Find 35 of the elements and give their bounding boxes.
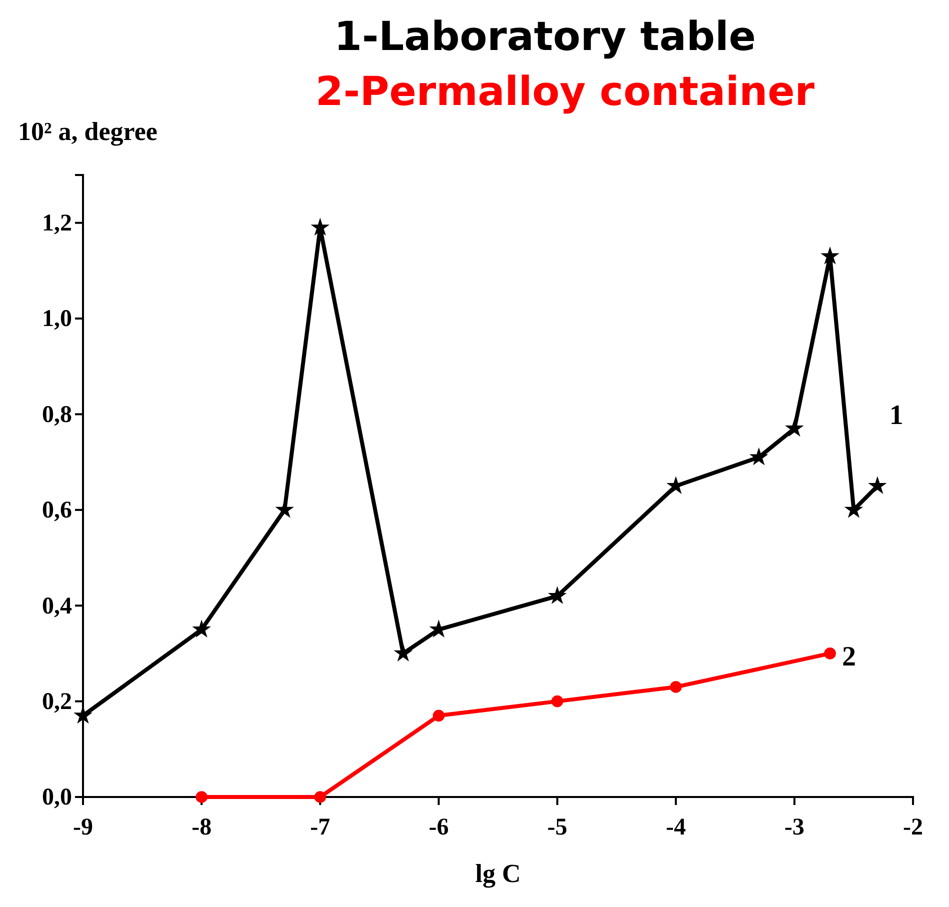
point <box>432 710 445 722</box>
y-tick-label: 0,6 <box>42 498 72 524</box>
x-tick-label: -5 <box>547 814 568 840</box>
x-tick-label: -9 <box>73 814 93 840</box>
chart-subtitle: 2-Permalloy container <box>315 69 815 115</box>
point <box>394 644 413 662</box>
point <box>785 418 804 437</box>
y-tick-label: 0,8 <box>42 402 72 428</box>
point <box>670 681 682 693</box>
x-tick-label: -8 <box>192 814 212 840</box>
point <box>820 246 840 264</box>
x-tick-label: -3 <box>784 814 804 840</box>
point <box>192 620 211 638</box>
point <box>551 695 564 708</box>
x-tick-label: -7 <box>310 814 330 840</box>
y-tick-label: 1,2 <box>42 210 72 237</box>
y-tick-label: 0,2 <box>42 688 72 715</box>
y-tick-label: 0,4 <box>42 593 72 620</box>
y-axis-title: 10² a, degree <box>18 117 158 146</box>
point <box>196 791 208 803</box>
x-tick-label: -2 <box>903 814 923 840</box>
x-axis-title: lg C <box>475 859 521 888</box>
point <box>824 648 836 660</box>
x-tick-label: -6 <box>428 814 449 840</box>
chart-title: 1-Laboratory table <box>334 14 756 60</box>
y-tick-label: 1,0 <box>42 306 72 332</box>
point <box>868 476 887 494</box>
series-label: 2 <box>842 641 856 672</box>
point <box>749 447 768 466</box>
point <box>548 586 567 604</box>
x-tick-label: -4 <box>666 814 686 840</box>
y-tick-label: 0,0 <box>42 784 72 811</box>
point <box>310 218 330 236</box>
point <box>314 791 326 803</box>
series-label: 1 <box>889 400 904 431</box>
